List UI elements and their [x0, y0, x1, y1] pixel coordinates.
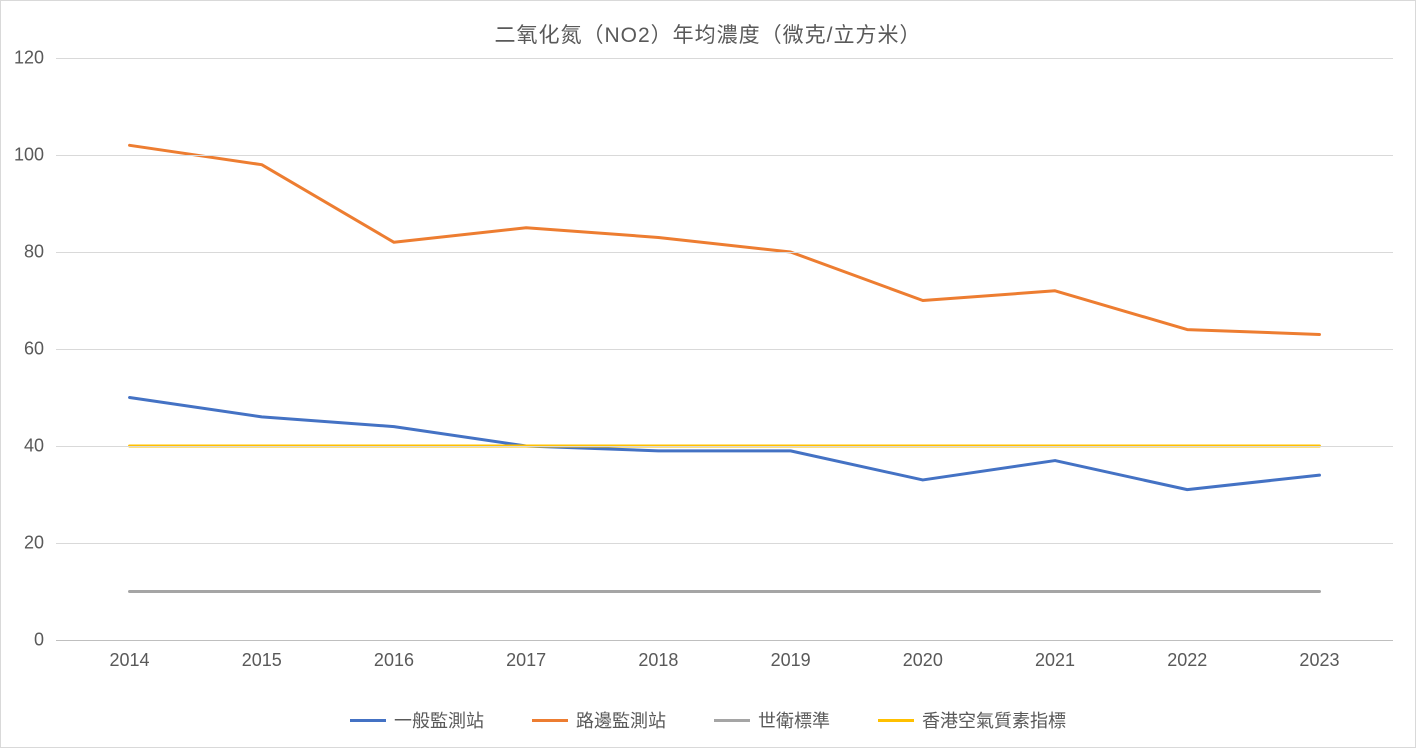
chart-container: 二氧化氮（NO2）年均濃度（微克/立方米） 020406080100120201…	[0, 0, 1416, 748]
x-tick-label: 2016	[374, 640, 414, 671]
x-tick-label: 2021	[1035, 640, 1075, 671]
legend: 一般監測站 路邊監測站 世衛標準 香港空氣質素指標	[1, 707, 1415, 733]
legend-swatch	[878, 719, 914, 722]
y-tick-label: 20	[4, 533, 44, 554]
series-line-roadside	[130, 145, 1320, 334]
chart-title: 二氧化氮（NO2）年均濃度（微克/立方米）	[1, 19, 1415, 49]
gridline	[56, 349, 1393, 350]
x-tick-label: 2015	[242, 640, 282, 671]
legend-item-general: 一般監測站	[350, 707, 484, 733]
y-tick-label: 80	[4, 242, 44, 263]
legend-label: 一般監測站	[394, 707, 484, 733]
y-tick-label: 40	[4, 436, 44, 457]
legend-label: 世衛標準	[758, 707, 830, 733]
x-tick-label: 2018	[638, 640, 678, 671]
x-tick-label: 2022	[1167, 640, 1207, 671]
legend-label: 香港空氣質素指標	[922, 707, 1066, 733]
x-tick-label: 2020	[903, 640, 943, 671]
plot-area: 0204060801001202014201520162017201820192…	[56, 58, 1393, 640]
series-line-general	[130, 398, 1320, 490]
gridline	[56, 543, 1393, 544]
y-tick-label: 120	[4, 48, 44, 69]
y-tick-label: 60	[4, 339, 44, 360]
x-tick-label: 2017	[506, 640, 546, 671]
x-tick-label: 2019	[771, 640, 811, 671]
gridline	[56, 58, 1393, 59]
legend-swatch	[532, 719, 568, 722]
y-tick-label: 100	[4, 145, 44, 166]
legend-swatch	[350, 719, 386, 722]
legend-item-who: 世衛標準	[714, 707, 830, 733]
gridline	[56, 252, 1393, 253]
legend-label: 路邊監測站	[576, 707, 666, 733]
legend-item-hkaqo: 香港空氣質素指標	[878, 707, 1066, 733]
y-tick-label: 0	[4, 630, 44, 651]
gridline	[56, 446, 1393, 447]
x-tick-label: 2014	[110, 640, 150, 671]
gridline	[56, 155, 1393, 156]
legend-item-roadside: 路邊監測站	[532, 707, 666, 733]
x-tick-label: 2023	[1299, 640, 1339, 671]
legend-swatch	[714, 719, 750, 722]
